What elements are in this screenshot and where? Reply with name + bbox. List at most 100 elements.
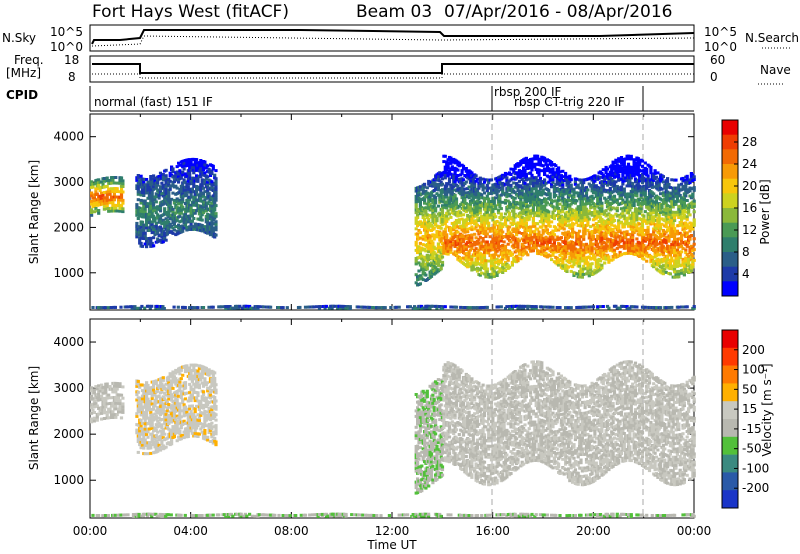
power-ytick-label: 4000 (53, 130, 84, 144)
power-data-cell (576, 183, 580, 187)
power-data-cell (591, 242, 596, 246)
power-data-cell (564, 252, 568, 256)
power-data-cell (548, 232, 552, 236)
power-data-cell (531, 208, 535, 212)
power-data-cell (666, 190, 670, 194)
power-data-cell (646, 185, 650, 189)
power-data-cell (548, 170, 552, 174)
power-data-cell (494, 196, 498, 200)
power-data-cell (143, 242, 147, 246)
power-data-cell (183, 180, 188, 184)
power-data-cell (673, 237, 677, 241)
power-data-cell (154, 211, 158, 215)
power-data-cell (503, 174, 508, 178)
power-data-cell (629, 225, 633, 228)
power-data-cell (541, 223, 545, 227)
power-data-cell (138, 206, 142, 210)
power-data-cell (498, 186, 502, 190)
power-data-cell (667, 237, 671, 240)
power-data-cell (673, 232, 677, 236)
power-data-cell (645, 221, 649, 225)
power-data-cell (513, 212, 517, 216)
power-data-cell (456, 174, 460, 177)
power-data-cell (480, 241, 484, 245)
power-data-cell (680, 201, 684, 205)
power-data-cell (625, 179, 629, 182)
power-data-cell (597, 206, 601, 210)
power-data-cell (544, 211, 548, 215)
power-data-cell (666, 179, 670, 183)
power-data-cell (621, 174, 625, 178)
power-data-cell (628, 165, 632, 169)
power-data-cell (439, 245, 443, 249)
power-data-cell (678, 223, 682, 227)
power-data-cell (506, 234, 510, 238)
power-data-cell (673, 251, 677, 255)
power-data-cell (617, 157, 621, 161)
power-data-cell (611, 171, 615, 175)
power-data-cell (436, 188, 440, 192)
power-data-cell (436, 204, 440, 208)
power-data-cell (640, 227, 645, 230)
power-data-cell (440, 212, 445, 216)
power-data-cell (591, 237, 596, 241)
power-data-cell (598, 251, 603, 255)
power-data-cell (551, 175, 555, 179)
power-data-cell (582, 213, 586, 217)
power-data-cell (489, 205, 494, 209)
power-data-cell (453, 169, 457, 173)
power-data-cell (492, 226, 496, 230)
power-data-cell (554, 228, 558, 232)
power-data-cell (654, 243, 659, 247)
power-data-cell (475, 199, 480, 203)
power-data-cell (666, 247, 670, 251)
power-data-cell (642, 179, 646, 183)
power-data-cell (533, 243, 537, 247)
power-data-cell (566, 214, 570, 218)
power-data-cell (482, 180, 487, 184)
power-data-cell (204, 177, 208, 181)
power-data-cell (154, 221, 158, 225)
power-data-cell (649, 168, 653, 172)
power-data-cell (179, 176, 183, 180)
power-data-cell (214, 198, 218, 202)
power-data-cell (204, 166, 208, 170)
power-data-cell (464, 180, 468, 184)
power-data-cell (473, 176, 477, 180)
power-data-cell (97, 183, 101, 187)
power-data-cell (619, 191, 624, 194)
power-data-cell (464, 167, 468, 170)
power-data-cell (652, 230, 656, 234)
power-data-cell (460, 169, 464, 173)
power-data-cell (600, 180, 604, 184)
power-data-cell (550, 220, 554, 224)
power-data-cell (210, 201, 214, 205)
power-data-cell (171, 167, 175, 171)
nsky-line (91, 29, 695, 45)
power-data-cell (214, 169, 218, 173)
power-data-cell (464, 248, 468, 251)
power-data-cell (114, 195, 118, 199)
power-data-cell (558, 237, 562, 241)
power-data-cell (582, 243, 586, 247)
power-data-cell (575, 242, 579, 246)
power-data-cell (557, 166, 561, 170)
power-data-cell (565, 210, 569, 214)
power-data-cell (145, 191, 149, 195)
power-data-cell (524, 210, 528, 214)
power-data-cell (589, 268, 593, 272)
power-data-cell (540, 169, 544, 173)
power-data-cell (575, 221, 579, 224)
power-data-cell (175, 165, 179, 169)
power-data-cell (530, 168, 534, 172)
power-data-cell (183, 223, 188, 227)
power-data-cell (625, 184, 629, 188)
power-data-cell (487, 259, 491, 263)
power-data-cell (531, 206, 535, 209)
power-data-cell (631, 187, 635, 191)
power-data-cell (424, 249, 428, 253)
power-data-cell (432, 205, 436, 209)
power-data-cell (652, 192, 656, 196)
power-data-cell (664, 265, 668, 269)
power-data-cell (450, 168, 454, 171)
